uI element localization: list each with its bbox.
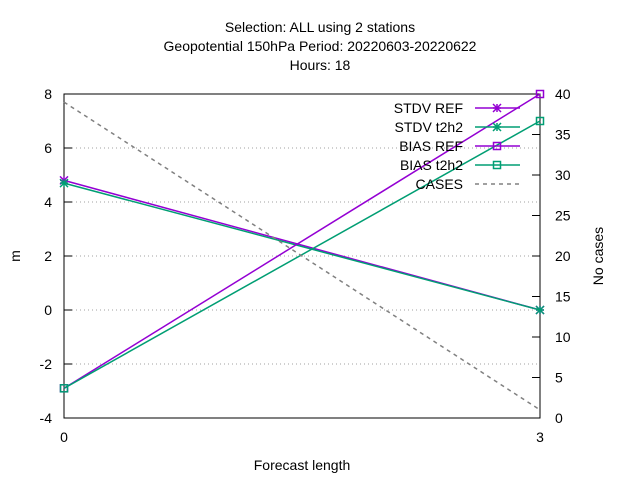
- data-point: [492, 160, 502, 170]
- legend-label: STDV t2h2: [395, 119, 464, 135]
- data-point-stroke: [492, 103, 502, 113]
- data-point: [535, 116, 545, 126]
- y2-tick-label: 0: [555, 410, 563, 426]
- data-point: [59, 178, 69, 188]
- y-tick-label: 2: [44, 248, 52, 264]
- y-axis: -4 -2 0 2 4 6 8: [40, 86, 72, 426]
- x-axis-label: Forecast length: [254, 457, 351, 473]
- y2-tick-label: 5: [555, 370, 563, 386]
- data-point: [59, 384, 69, 393]
- y2-tick-label: 15: [555, 289, 571, 305]
- legend-label: BIAS REF: [399, 138, 463, 154]
- y2-tick-label: 35: [555, 127, 571, 143]
- y-tick-label: 8: [44, 86, 52, 102]
- legend-label: STDV REF: [394, 100, 463, 116]
- y-tick-label: -4: [40, 410, 53, 426]
- y-axis-label: m: [7, 250, 23, 262]
- series-line: [63, 120, 541, 389]
- data-point: [535, 89, 545, 99]
- y-tick-label: -2: [40, 356, 53, 372]
- data-point: [492, 103, 502, 113]
- grid: [64, 147, 540, 365]
- data-point-stroke: [492, 122, 502, 132]
- title-line: Selection: ALL using 2 stations: [225, 19, 415, 35]
- y2-axis-label: No cases: [590, 227, 606, 285]
- data-point: [535, 305, 545, 315]
- y2-tick-label: 40: [555, 86, 571, 102]
- y2-tick-label: 25: [555, 208, 571, 224]
- series-line: [63, 93, 541, 389]
- y2-axis: 0 5 10 15 20 25 30 35 40: [532, 86, 571, 426]
- legend: STDV REF STDV t2h2 BIAS REF BIAS t2h2 CASES: [394, 100, 520, 192]
- chart-title: Selection: ALL using 2 stations Geopotent…: [164, 19, 477, 73]
- data-point-stroke: [59, 178, 69, 188]
- y-tick-label: 4: [44, 194, 52, 210]
- y-tick-label: 0: [44, 302, 52, 318]
- data-point-stroke: [535, 305, 545, 315]
- y2-tick-label: 30: [555, 167, 571, 183]
- series-line: [63, 182, 541, 311]
- y2-tick-label: 10: [555, 329, 571, 345]
- data-point: [492, 141, 502, 151]
- series-line: [63, 101, 541, 411]
- x-tick-label: 0: [60, 429, 68, 445]
- data-point: [492, 122, 502, 132]
- series: [59, 89, 545, 411]
- y-tick-label: 6: [44, 140, 52, 156]
- y2-tick-label: 20: [555, 248, 571, 264]
- x-tick-label: 3: [536, 429, 544, 445]
- legend-label: BIAS t2h2: [400, 157, 463, 173]
- title-line: Hours: 18: [290, 57, 351, 73]
- legend-label: CASES: [416, 176, 463, 192]
- title-line: Geopotential 150hPa Period: 20220603-202…: [164, 38, 477, 54]
